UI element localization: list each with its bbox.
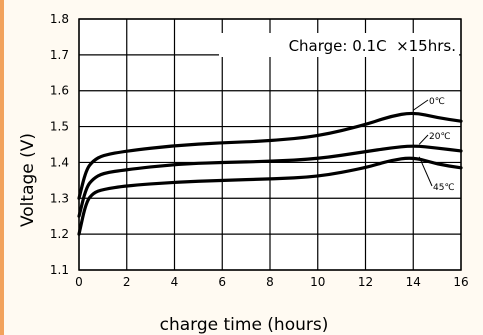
y-tick-label: 1.2 <box>50 227 69 241</box>
y-tick-label: 1.8 <box>50 12 69 26</box>
label-leaders: 0℃ 20℃ 45℃ <box>412 97 455 193</box>
series-line <box>77 144 463 218</box>
y-axis-title: Voltage (V) <box>18 133 38 227</box>
series-label: 0℃ <box>429 97 445 107</box>
x-tick-label: 14 <box>406 275 421 289</box>
x-tick-label: 8 <box>266 275 274 289</box>
y-tick-label: 1.3 <box>50 191 69 205</box>
x-tick-label: 16 <box>453 275 468 289</box>
x-tick-label: 10 <box>310 275 325 289</box>
label-leader-line <box>418 134 429 145</box>
left-accent-bar <box>0 0 4 335</box>
y-tick-labels: 1.1 1.2 1.3 1.4 1.5 1.6 1.7 1.8 <box>50 12 69 277</box>
annotation-box <box>219 33 459 57</box>
charge-annotation: Charge: 0.1C ×15hrs. <box>289 37 456 55</box>
series-line <box>77 111 463 200</box>
y-tick-label: 1.5 <box>50 120 69 134</box>
y-tick-label: 1.4 <box>50 155 69 169</box>
y-tick-label: 1.7 <box>50 48 69 62</box>
series-label: 45℃ <box>433 183 455 193</box>
x-tick-label: 0 <box>75 275 83 289</box>
label-leader-line <box>412 99 429 111</box>
series-label: 20℃ <box>429 132 451 142</box>
x-tick-labels: 0 2 4 6 8 10 12 14 16 <box>75 275 468 289</box>
x-tick-label: 2 <box>123 275 131 289</box>
label-leader-line <box>418 156 433 187</box>
x-axis-title: charge time (hours) <box>160 315 329 335</box>
series-line <box>77 156 463 236</box>
x-tick-label: 12 <box>358 275 373 289</box>
y-tick-label: 1.6 <box>50 84 69 98</box>
y-tick-label: 1.1 <box>50 263 69 277</box>
x-tick-label: 6 <box>218 275 226 289</box>
x-tick-label: 4 <box>171 275 179 289</box>
plot-frame <box>78 18 462 271</box>
series-group <box>77 111 463 236</box>
